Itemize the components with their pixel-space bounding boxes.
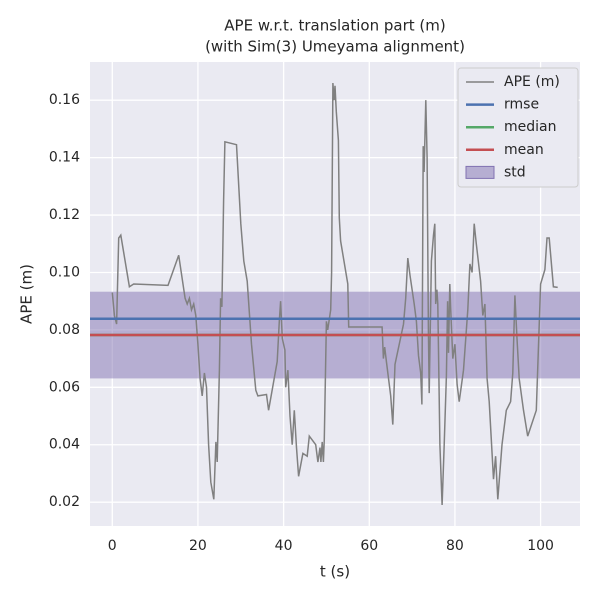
y-tick-label: 0.16	[49, 92, 80, 108]
legend-label: std	[504, 164, 526, 180]
x-tick-label: 60	[360, 538, 378, 554]
legend-label: rmse	[504, 97, 539, 113]
y-tick-label: 0.14	[49, 150, 80, 166]
legend-swatch	[465, 165, 495, 179]
y-tick-label: 0.06	[49, 379, 80, 395]
legend-label: APE (m)	[504, 74, 560, 90]
chart-subtitle: (with Sim(3) Umeyama alignment)	[205, 38, 465, 56]
x-tick-label: 40	[275, 538, 293, 554]
y-tick-label: 0.04	[49, 437, 80, 453]
chart-title: APE w.r.t. translation part (m)	[224, 17, 445, 35]
legend-label: mean	[504, 142, 544, 158]
y-tick-label: 0.12	[49, 207, 80, 223]
y-tick-label: 0.10	[49, 264, 80, 280]
y-tick-label: 0.08	[49, 322, 80, 338]
x-tick-label: 100	[527, 538, 554, 554]
data-line	[111, 82, 558, 506]
x-axis-label: t (s)	[320, 563, 350, 581]
y-axis-label: APE (m)	[18, 264, 36, 324]
legend-box	[457, 67, 579, 188]
y-tick-label: 0.02	[49, 494, 80, 510]
x-tick-label: 0	[108, 538, 117, 554]
legend-label: median	[504, 119, 556, 135]
x-tick-label: 20	[189, 538, 207, 554]
x-tick-label: 80	[446, 538, 464, 554]
